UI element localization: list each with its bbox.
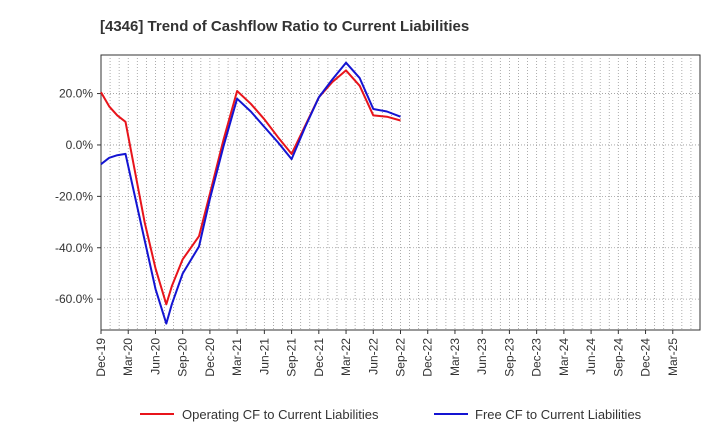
x-tick-label: Dec-20 xyxy=(203,338,217,377)
x-tick-label: Mar-21 xyxy=(230,338,244,376)
x-tick-label: Dec-24 xyxy=(639,338,653,377)
y-tick-label: -40.0% xyxy=(55,241,93,255)
x-tick-label: Mar-20 xyxy=(121,338,135,376)
x-tick-label: Jun-24 xyxy=(584,338,598,375)
legend: Operating CF to Current Liabilities Free… xyxy=(140,407,642,422)
x-tick-label: Sep-20 xyxy=(176,338,190,377)
chart-title: [4346] Trend of Cashflow Ratio to Curren… xyxy=(100,18,469,35)
plot-frame xyxy=(100,54,701,331)
y-tick-label: -20.0% xyxy=(55,189,93,203)
x-tick-label: Sep-24 xyxy=(611,338,625,377)
x-tick-label: Dec-23 xyxy=(530,338,544,377)
x-tick-label: Mar-25 xyxy=(666,338,680,376)
x-tick-label: Jun-22 xyxy=(366,338,380,375)
x-tick-label: Dec-21 xyxy=(312,338,326,377)
y-tick-label: 20.0% xyxy=(59,87,93,101)
x-tick-label: Jun-21 xyxy=(257,338,271,375)
x-tick-label: Jun-20 xyxy=(148,338,162,375)
series-line-operating-cf xyxy=(100,69,401,306)
y-tick-label: 0.0% xyxy=(66,138,94,152)
x-tick-label: Mar-24 xyxy=(557,338,571,376)
x-tick-label: Sep-23 xyxy=(502,338,516,377)
x-axis-ticks: Dec-19 Mar-20 Jun-20 Sep-20 Dec-20 Mar-21 Jun-… xyxy=(94,330,680,377)
series-lines xyxy=(100,61,401,325)
legend-label-free-cf: Free CF to Current Liabilities xyxy=(475,407,642,422)
x-tick-label: Dec-22 xyxy=(421,338,435,377)
x-tick-label: Mar-22 xyxy=(339,338,353,376)
plot-area xyxy=(100,54,701,331)
y-tick-label: -60.0% xyxy=(55,292,93,306)
x-tick-label: Sep-21 xyxy=(285,338,299,377)
legend-label-operating-cf: Operating CF to Current Liabilities xyxy=(182,407,379,422)
y-axis-ticks: 20.0% 0.0% -20.0% -40.0% -60.0% xyxy=(55,87,101,306)
x-tick-label: Jun-23 xyxy=(475,338,489,375)
series-line-free-cf xyxy=(100,61,401,325)
x-tick-label: Dec-19 xyxy=(94,338,108,377)
x-tick-label: Sep-22 xyxy=(394,338,408,377)
x-tick-label: Mar-23 xyxy=(448,338,462,376)
